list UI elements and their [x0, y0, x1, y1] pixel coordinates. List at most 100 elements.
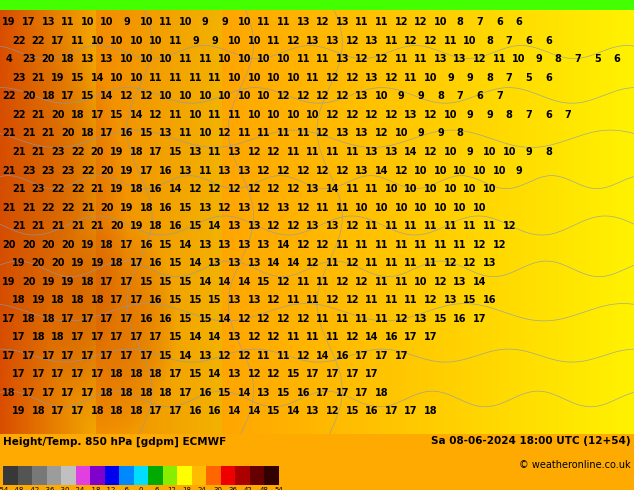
Text: 17: 17 — [100, 351, 114, 361]
Text: 14: 14 — [365, 332, 378, 342]
Text: 12: 12 — [218, 202, 231, 213]
Text: 8: 8 — [506, 110, 513, 120]
Text: 15: 15 — [169, 258, 183, 268]
Text: 10: 10 — [512, 54, 526, 64]
Text: 6: 6 — [614, 54, 621, 64]
Text: 21: 21 — [3, 128, 16, 139]
Text: 10: 10 — [375, 202, 389, 213]
Text: 11: 11 — [297, 277, 310, 287]
Text: 17: 17 — [71, 332, 84, 342]
Text: 11: 11 — [336, 240, 349, 249]
Text: 12: 12 — [228, 184, 242, 194]
Text: 13: 13 — [356, 166, 369, 175]
Text: 13: 13 — [365, 73, 378, 83]
Text: 10: 10 — [424, 73, 437, 83]
Text: 13: 13 — [365, 36, 378, 46]
Text: 20: 20 — [91, 147, 104, 157]
Text: 15: 15 — [139, 277, 153, 287]
Text: 12: 12 — [316, 240, 330, 249]
Text: 5: 5 — [594, 54, 601, 64]
Text: 9: 9 — [515, 166, 522, 175]
Text: 14: 14 — [179, 240, 192, 249]
Text: 12: 12 — [247, 369, 261, 379]
Text: 13: 13 — [100, 54, 114, 64]
Text: -18: -18 — [89, 487, 101, 490]
Text: 17: 17 — [61, 351, 75, 361]
Text: 10: 10 — [453, 202, 467, 213]
Text: 20: 20 — [51, 258, 65, 268]
Text: 13: 13 — [453, 277, 467, 287]
Text: 9: 9 — [467, 73, 474, 83]
Text: 11: 11 — [424, 221, 437, 231]
Text: 7: 7 — [574, 54, 581, 64]
Text: 12: 12 — [218, 351, 231, 361]
Text: 17: 17 — [139, 166, 153, 175]
Text: 7: 7 — [476, 17, 483, 27]
Text: 11: 11 — [375, 17, 389, 27]
Text: 19: 19 — [110, 184, 124, 194]
Text: -54: -54 — [0, 487, 9, 490]
Text: 17: 17 — [100, 128, 114, 139]
Text: 14: 14 — [316, 351, 330, 361]
Text: 18: 18 — [110, 258, 124, 268]
Text: 12: 12 — [473, 54, 486, 64]
Text: 11: 11 — [375, 277, 389, 287]
Text: 11: 11 — [316, 277, 330, 287]
Text: 11: 11 — [208, 73, 222, 83]
Text: 10: 10 — [247, 110, 261, 120]
Text: 11: 11 — [306, 332, 320, 342]
Text: 18: 18 — [159, 388, 173, 398]
Text: 13: 13 — [365, 147, 378, 157]
Text: 16: 16 — [169, 221, 183, 231]
Text: 7: 7 — [565, 110, 571, 120]
Text: 12: 12 — [297, 351, 310, 361]
Text: 12: 12 — [444, 258, 457, 268]
Text: 14: 14 — [228, 406, 242, 416]
Text: 10: 10 — [159, 92, 172, 101]
Text: 13: 13 — [42, 17, 55, 27]
Text: 16: 16 — [159, 202, 172, 213]
Text: 19: 19 — [61, 277, 75, 287]
Text: 18: 18 — [100, 388, 114, 398]
Text: 16: 16 — [139, 240, 153, 249]
Text: 17: 17 — [81, 351, 94, 361]
Text: 12: 12 — [336, 277, 349, 287]
Text: 12: 12 — [336, 166, 349, 175]
Text: 10: 10 — [473, 202, 486, 213]
Bar — [250, 466, 264, 486]
Text: 14: 14 — [218, 314, 231, 324]
Text: 15: 15 — [169, 295, 183, 305]
Text: 13: 13 — [247, 295, 261, 305]
Text: 17: 17 — [130, 295, 143, 305]
Text: 17: 17 — [356, 351, 369, 361]
Text: 13: 13 — [453, 54, 467, 64]
Text: 11: 11 — [483, 221, 496, 231]
Bar — [18, 466, 32, 486]
Text: 11: 11 — [444, 221, 457, 231]
Text: 13: 13 — [257, 388, 271, 398]
Text: 10: 10 — [394, 128, 408, 139]
Text: 12: 12 — [277, 92, 290, 101]
Text: 16: 16 — [150, 184, 163, 194]
Text: 16: 16 — [365, 406, 378, 416]
Text: 12: 12 — [326, 295, 339, 305]
Text: 12: 12 — [247, 332, 261, 342]
Text: 19: 19 — [81, 240, 94, 249]
Text: 18: 18 — [71, 295, 84, 305]
Text: 21: 21 — [91, 184, 104, 194]
Bar — [221, 466, 235, 486]
Text: -12: -12 — [105, 487, 116, 490]
Text: 20: 20 — [51, 110, 65, 120]
Text: 19: 19 — [71, 258, 84, 268]
Text: 18: 18 — [139, 388, 153, 398]
Text: 22: 22 — [42, 202, 55, 213]
Text: 10: 10 — [267, 73, 281, 83]
Text: 12: 12 — [316, 92, 330, 101]
Text: 6: 6 — [496, 17, 503, 27]
Text: 12: 12 — [238, 351, 251, 361]
Text: 10: 10 — [277, 54, 290, 64]
Text: 13: 13 — [218, 166, 231, 175]
Text: 19: 19 — [12, 258, 25, 268]
Text: 12: 12 — [346, 36, 359, 46]
Text: 13: 13 — [297, 17, 310, 27]
